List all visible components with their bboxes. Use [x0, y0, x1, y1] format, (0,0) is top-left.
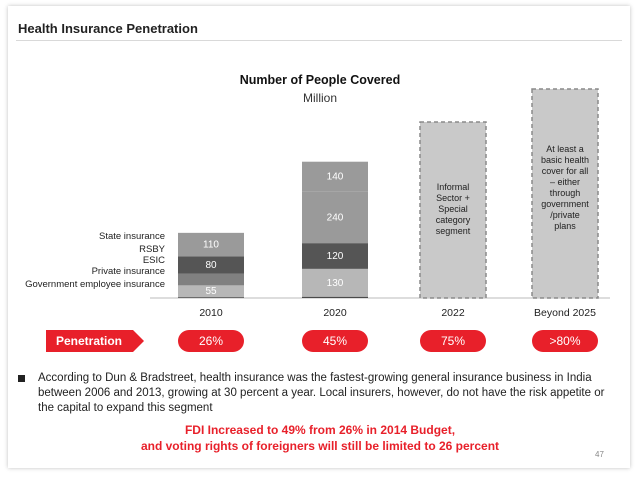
- projected-bar-label-1-0: At least a: [546, 144, 584, 154]
- fdi-line-1: FDI Increased to 49% from 26% in 2014 Bu…: [184, 423, 456, 437]
- bar-segment-2020-3: [302, 243, 368, 269]
- legend-label-2: ESIC: [143, 255, 165, 266]
- data-label-2020-private: 130: [327, 278, 344, 289]
- data-label-2010-state: 110: [203, 240, 219, 251]
- bar-segment-2010-1: [178, 285, 244, 298]
- projected-bar-label-1-1: basic health: [541, 155, 589, 165]
- projected-bar-label-1-2: cover for all: [542, 166, 589, 176]
- data-label-2020-rsby: 120: [327, 251, 344, 262]
- projected-bar-0: [419, 121, 487, 299]
- bar-segment-2020-1: [302, 268, 368, 297]
- projected-bar-label-1-5: government: [541, 199, 589, 209]
- page-title: Health Insurance Penetration: [18, 21, 198, 36]
- data-label-2010-rsby: 80: [205, 260, 217, 271]
- projected-bar-label-0-1: Sector +: [436, 193, 470, 203]
- x-tick-label-1: 2020: [323, 307, 347, 319]
- penetration-2010: 26%: [178, 330, 244, 352]
- projected-bar-label-1-6: /private: [550, 210, 580, 220]
- fdi-note: FDI Increased to 49% from 26% in 2014 Bu…: [60, 422, 580, 454]
- legend-label-0: State insurance: [99, 231, 165, 242]
- bar-segment-2020-top: [302, 161, 368, 192]
- penetration-2022: 75%: [420, 330, 486, 352]
- bullet-text: According to Dun & Bradstreet, health in…: [38, 372, 605, 414]
- projected-bar-label-0-4: segment: [436, 226, 471, 236]
- chart-title: Number of People Covered: [239, 73, 401, 87]
- bar-segment-2010-2: [178, 273, 244, 286]
- projected-bar-label-0-2: Special: [438, 204, 468, 214]
- bar-segment-2020-4: [302, 191, 368, 244]
- penetration-2020: 45%: [302, 330, 368, 352]
- legend-label-4: Government employee insurance: [25, 279, 165, 290]
- legend-label-3: Private insurance: [92, 266, 165, 277]
- bullet-square-icon: [18, 375, 25, 382]
- bar-segment-2010-0: [178, 297, 244, 298]
- fdi-line-2: and voting rights of foreigners will sti…: [140, 439, 500, 453]
- projected-bar-label-0-3: category: [436, 215, 471, 225]
- data-label-2020-top: 140: [327, 172, 344, 183]
- projected-bar-label-1-3: – either: [550, 177, 580, 187]
- penetration-beyond-2025: >80%: [532, 330, 598, 352]
- projected-bar-1: [531, 88, 599, 299]
- data-label-2010-private: 55: [205, 286, 217, 297]
- projected-bar-label-1-7: plans: [554, 221, 576, 231]
- x-tick-label-0: 2010: [199, 307, 223, 319]
- chart-subtitle: Million: [302, 91, 337, 105]
- legend-label-1: RSBY: [139, 244, 166, 255]
- title-divider: [16, 40, 622, 41]
- bar-segment-2020-0: [302, 296, 368, 298]
- bar-segment-2010-3: [178, 256, 244, 274]
- projected-bar-label-0-0: Informal: [437, 182, 470, 192]
- data-label-2020-state: 240: [327, 212, 344, 223]
- x-tick-label-3: Beyond 2025: [534, 307, 596, 319]
- bar-segment-2010-4: [178, 232, 244, 257]
- penetration-label: Penetration: [46, 330, 144, 352]
- page-number: 47: [595, 450, 604, 459]
- x-tick-label-2: 2022: [441, 307, 465, 319]
- projected-bar-label-1-4: through: [550, 188, 581, 198]
